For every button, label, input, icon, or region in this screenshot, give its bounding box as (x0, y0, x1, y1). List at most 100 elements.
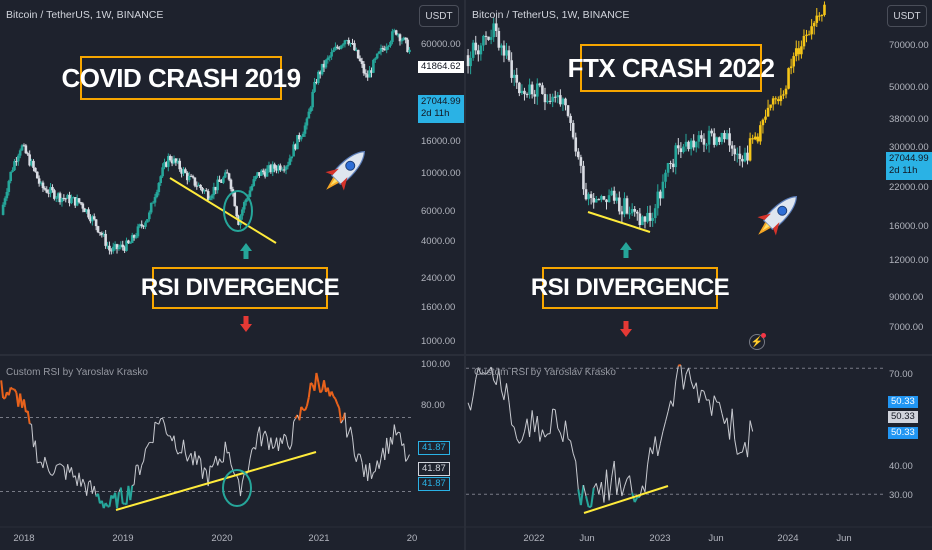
candle-body (738, 153, 742, 159)
left-usdt-button[interactable]: USDT (419, 5, 459, 27)
candle-body (341, 44, 345, 46)
rsi-line-segment (603, 469, 608, 503)
candle-body (204, 190, 208, 192)
time-axis-label: 2023 (649, 533, 670, 544)
candle-body (273, 164, 276, 169)
candle-body (83, 208, 87, 213)
price-axis-label: 12000.00 (889, 255, 929, 266)
candle-body (275, 168, 278, 171)
time-axis-label: 2022 (523, 533, 544, 544)
time-axis-label: 2024 (777, 533, 798, 544)
candle-body (265, 168, 269, 177)
candle-body (820, 15, 824, 17)
rsi-line-segment (319, 389, 323, 394)
lightning-icon[interactable]: ⚡ (749, 333, 766, 350)
candle-body (564, 98, 567, 106)
rsi-line-segment (518, 439, 523, 444)
price-axis-label: 1600.00 (421, 302, 455, 313)
rsi-line-segment (304, 405, 308, 411)
candle-body (779, 95, 783, 102)
candle-body (577, 151, 580, 158)
right-usdt-button[interactable]: USDT (887, 5, 927, 27)
candle-body (377, 51, 381, 54)
rsi-line-segment (493, 380, 497, 386)
candle-body (75, 198, 79, 206)
rsi-line-segment (701, 389, 705, 392)
candle-body (60, 197, 64, 203)
panel-divider (464, 0, 466, 550)
price-axis-label: 38000.00 (889, 114, 929, 125)
candle-body (167, 156, 170, 167)
rsi-line-segment (675, 365, 679, 382)
candle-body (556, 95, 560, 98)
candle-body (535, 83, 539, 97)
candle-body (574, 137, 578, 152)
rsi-line-segment (397, 431, 401, 434)
time-axis-label: 20 (407, 533, 418, 544)
candle-body (227, 173, 231, 180)
candle-body (98, 232, 102, 234)
rsi-line-segment (353, 455, 357, 462)
arrow-up-icon (620, 242, 632, 258)
candle-body (355, 49, 358, 51)
candle-body (687, 141, 690, 150)
rsi-line-segment (249, 449, 253, 460)
candle-body (62, 197, 66, 199)
candle-body (165, 162, 168, 167)
rsi-line-segment (729, 408, 733, 440)
candle-body (332, 50, 335, 53)
candle-body (720, 132, 724, 142)
candle-body (700, 135, 703, 139)
candle-body (15, 161, 18, 163)
arrow-down-icon (620, 321, 632, 337)
rsi-line-segment (511, 424, 515, 428)
rsi-line-segment (281, 434, 285, 444)
candle-body (792, 56, 795, 67)
rsi-line-segment (662, 421, 666, 432)
candle-body (810, 26, 813, 35)
candle-body (53, 190, 56, 199)
candle-body (712, 133, 716, 145)
rsi-line-segment (744, 442, 749, 458)
left-covid-crash-callout: COVID CRASH 2019 (61, 56, 301, 100)
candle-body (689, 140, 693, 150)
candle-body (280, 169, 284, 171)
right-rsi-title: Custom RSI by Yaroslav Krasko (474, 367, 616, 378)
rsi-line-segment (270, 437, 274, 449)
right-current-price: 27044.99 (889, 153, 929, 164)
candle-body (45, 189, 49, 193)
rsi-line-segment (323, 380, 327, 393)
rsi-line-segment (274, 437, 278, 447)
rsi-line-segment (593, 483, 597, 489)
candle-body (518, 82, 521, 94)
candle-body (129, 242, 132, 244)
candle-body (193, 177, 197, 186)
candle-body (343, 40, 347, 45)
candle-body (638, 213, 642, 226)
rsi-line-segment (549, 408, 554, 434)
rsi-line-segment (56, 464, 59, 466)
candle-body (383, 48, 387, 51)
candle-body (400, 40, 404, 42)
rsi-line-segment (336, 403, 341, 409)
candle-body (802, 35, 806, 47)
candle-body (728, 133, 731, 146)
rsi-line-segment (190, 453, 194, 466)
rsi-line-segment (7, 387, 12, 396)
rsi-line-segment (82, 478, 86, 485)
candle-body (349, 43, 352, 45)
candle-body (161, 167, 164, 177)
rsi-line-segment (175, 448, 179, 455)
candle-body (761, 119, 765, 126)
candle-body (1, 204, 5, 215)
rsi-line-segment (521, 431, 525, 441)
rsi-line-segment (0, 380, 5, 399)
price-axis-label: 2400.00 (421, 273, 455, 284)
divergence-trendline (169, 177, 277, 244)
price-axis-label: 9000.00 (889, 292, 923, 303)
rsi-line-segment (285, 436, 289, 447)
rsi-line-segment (657, 443, 661, 456)
candle-body (318, 71, 322, 75)
candle-body (336, 46, 339, 48)
rsi-line-segment (376, 460, 380, 469)
